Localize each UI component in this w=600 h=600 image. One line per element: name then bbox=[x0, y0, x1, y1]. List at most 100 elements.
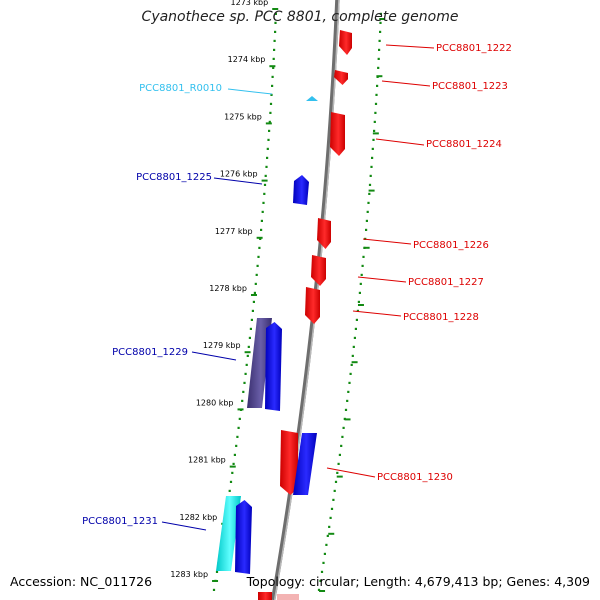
ruler-dot bbox=[266, 156, 269, 159]
gene-label: PCC8801_1231 bbox=[82, 516, 158, 527]
ruler-dot bbox=[254, 282, 257, 285]
ruler-dot bbox=[259, 237, 262, 240]
gene-label-leader bbox=[352, 310, 402, 317]
ruler-dot bbox=[271, 84, 274, 87]
tick-label: 1275 kbp bbox=[224, 112, 262, 121]
ruler-dot bbox=[375, 93, 378, 96]
ruler-dot bbox=[360, 273, 363, 276]
gene-partial-bottom bbox=[258, 592, 272, 600]
tick-label: 1273 kbp bbox=[231, 0, 269, 7]
ruler-dot bbox=[263, 183, 267, 186]
ruler-dot bbox=[245, 363, 248, 366]
ruler-dot bbox=[252, 300, 255, 303]
ruler-dot bbox=[243, 381, 246, 384]
ruler-dot bbox=[264, 174, 267, 177]
ruler-dot bbox=[342, 426, 345, 429]
ruler-dot bbox=[274, 12, 277, 15]
accession-text: Accession: NC_011726 bbox=[10, 574, 153, 589]
ruler-dot bbox=[266, 147, 269, 150]
ruler-dot bbox=[325, 543, 328, 546]
ruler-dot bbox=[248, 336, 251, 339]
ruler-dot bbox=[215, 570, 219, 573]
ruler-dot bbox=[270, 93, 273, 96]
ruler-dot bbox=[328, 525, 331, 528]
ruler-dot bbox=[273, 48, 276, 51]
gene-pcc8801-1230 bbox=[280, 430, 298, 495]
ruler-dot bbox=[249, 327, 252, 330]
ruler-dot bbox=[262, 201, 265, 204]
ruler-dot bbox=[349, 372, 352, 375]
ruler-dot bbox=[346, 399, 349, 402]
ruler-dot bbox=[332, 498, 335, 501]
ruler-dot bbox=[272, 57, 275, 60]
ruler-dot bbox=[261, 210, 264, 213]
ruler-dot bbox=[334, 480, 338, 483]
ruler-dot bbox=[340, 444, 343, 447]
ruler-dot bbox=[377, 66, 380, 69]
ruler-dot bbox=[377, 57, 380, 60]
ruler-dot bbox=[255, 273, 258, 276]
ruler-dot bbox=[272, 66, 275, 69]
ruler-dot bbox=[237, 426, 240, 429]
ruler-dot bbox=[233, 453, 236, 456]
ruler-dot bbox=[372, 138, 375, 141]
ruler-dot bbox=[256, 264, 259, 267]
gene-label-leader bbox=[326, 467, 376, 478]
ruler-dot bbox=[371, 156, 374, 159]
ruler-dot bbox=[326, 534, 329, 537]
ruler-dot bbox=[371, 147, 374, 150]
tick-label: 1279 kbp bbox=[203, 341, 241, 350]
ruler-dot bbox=[358, 291, 361, 294]
gene-label-leader bbox=[385, 44, 435, 49]
ruler-dot bbox=[250, 318, 253, 321]
tick-label: 1281 kbp bbox=[188, 456, 226, 465]
ruler-dot bbox=[369, 174, 372, 177]
ruler-dot bbox=[355, 318, 358, 321]
ruler-dot bbox=[379, 21, 382, 24]
tick-label: 1278 kbp bbox=[209, 284, 247, 293]
ruler-dot bbox=[265, 165, 268, 168]
ruler-dot bbox=[347, 390, 350, 393]
ruler-dot bbox=[356, 309, 359, 312]
gene-label: PCC8801_1222 bbox=[436, 43, 512, 54]
gene-label-leader bbox=[161, 521, 207, 531]
ruler-dot bbox=[373, 129, 376, 132]
page-title: Cyanothece sp. PCC 8801, complete genome bbox=[141, 9, 459, 25]
gene-partial-bottom-shade bbox=[277, 594, 299, 600]
ruler-dot bbox=[242, 390, 245, 393]
tick-label: 1280 kbp bbox=[196, 398, 234, 407]
gene-label: PCC8801_1227 bbox=[408, 277, 484, 288]
ruler-dot bbox=[322, 561, 325, 564]
ruler-dot bbox=[365, 219, 368, 222]
backbone-shadow bbox=[270, 0, 340, 600]
ruler-dot bbox=[374, 102, 378, 105]
ruler-dot bbox=[378, 48, 381, 51]
ruler-dot bbox=[366, 210, 369, 213]
ruler-dot bbox=[269, 111, 272, 114]
tick-label: 1274 kbp bbox=[228, 55, 266, 64]
ruler-dot bbox=[350, 363, 353, 366]
gene-pcc8801-1223 bbox=[334, 70, 348, 85]
ruler-dot bbox=[268, 129, 271, 132]
ruler-dot bbox=[244, 372, 247, 375]
ruler-dot bbox=[352, 345, 355, 348]
ruler-dot bbox=[362, 255, 365, 258]
ruler-dot bbox=[373, 120, 376, 123]
ruler-dot bbox=[274, 30, 277, 33]
gene-label: PCC8801_1228 bbox=[403, 312, 479, 323]
gene-pcc8801-1228 bbox=[305, 287, 320, 324]
ruler-dot bbox=[274, 21, 277, 24]
ruler-dot bbox=[361, 264, 364, 267]
gene-label-leader bbox=[213, 177, 263, 185]
ruler-dot bbox=[348, 381, 351, 384]
ruler-dot bbox=[258, 246, 261, 249]
ruler-dot bbox=[273, 39, 276, 42]
gene-label: PCC8801_1224 bbox=[426, 139, 502, 150]
ruler-dot bbox=[376, 84, 379, 87]
gene-pcc8801-1231-cyan-bar bbox=[216, 496, 241, 571]
summary-text: Topology: circular; Length: 4,679,413 bp… bbox=[246, 574, 590, 589]
gene-label: PCC8801_1230 bbox=[377, 472, 453, 483]
gene-pcc8801-1230-paired-bar bbox=[293, 433, 317, 495]
